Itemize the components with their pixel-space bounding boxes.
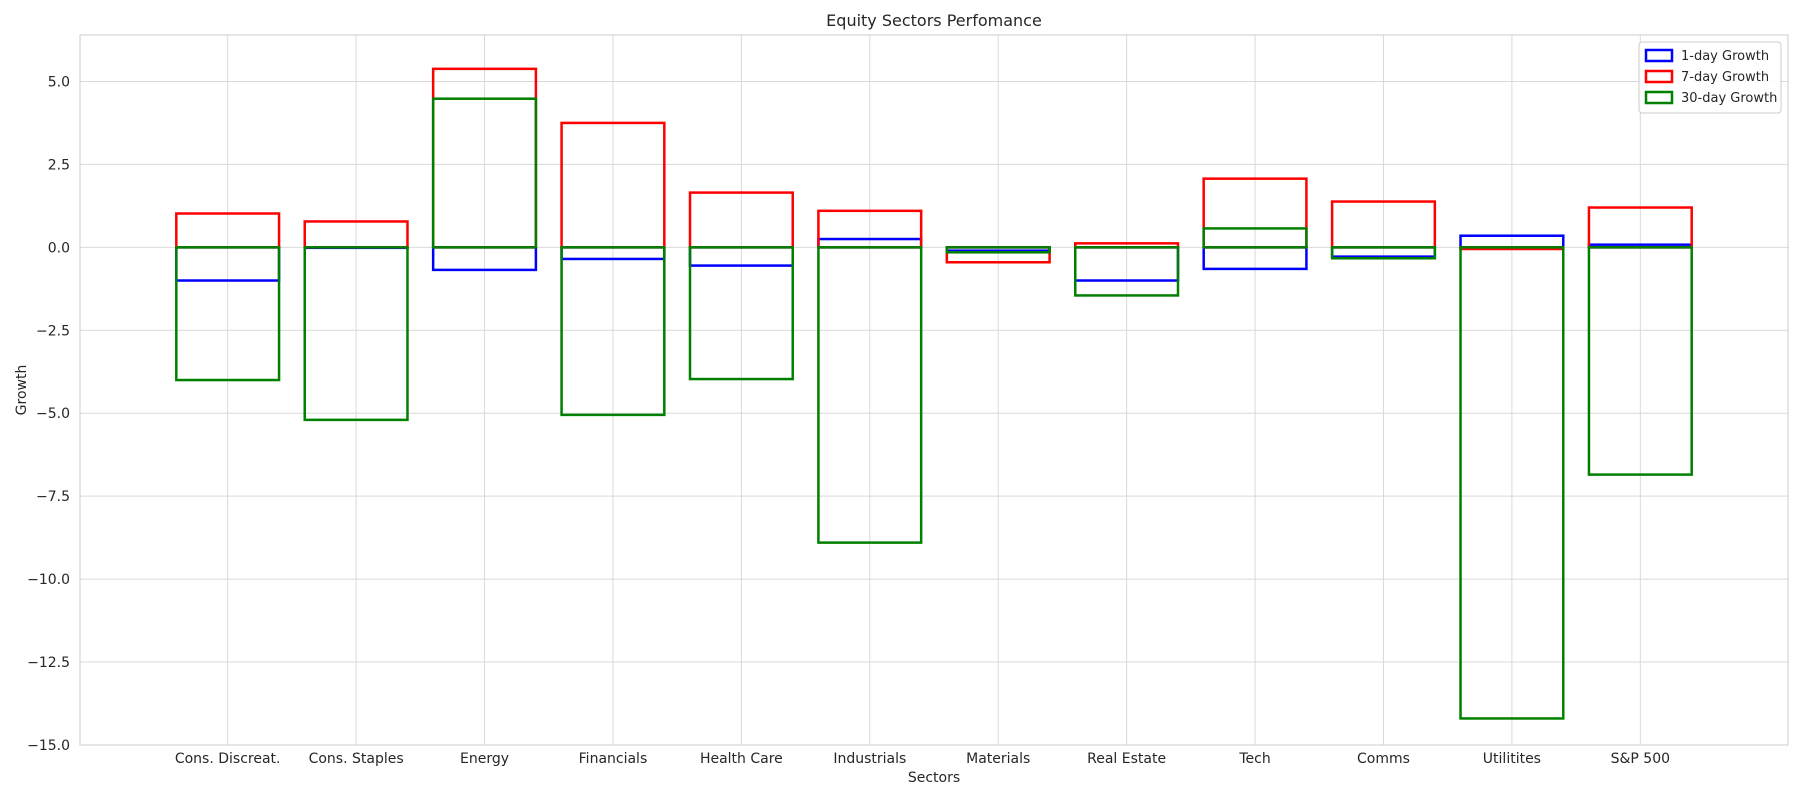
bar-30-day-growth <box>817 246 923 544</box>
x-tick-label: Materials <box>966 751 1030 767</box>
y-tick-label: −2.5 <box>36 323 70 339</box>
y-tick-label: 2.5 <box>48 157 70 173</box>
x-tick-label: Comms <box>1357 751 1410 767</box>
legend-swatch <box>1644 90 1674 105</box>
bars <box>175 67 1693 720</box>
chart-title: Equity Sectors Perfomance <box>826 11 1042 30</box>
legend-swatch <box>1644 48 1674 63</box>
bar-30-day-growth <box>945 246 1051 254</box>
legend-swatch <box>1644 69 1674 84</box>
y-tick-label: −12.5 <box>27 655 70 671</box>
bar-30-day-growth <box>1587 246 1693 476</box>
x-tick-label: Industrials <box>833 751 906 767</box>
y-tick-label: 5.0 <box>48 74 70 90</box>
x-tick-label: S&P 500 <box>1611 751 1670 767</box>
bar-30-day-growth <box>303 246 409 422</box>
y-axis-ticks: 5.0 2.5 0.0 −2.5 −5.0 −7.5 −10.0 −12.5 −15.0 <box>27 74 70 754</box>
y-tick-label: −5.0 <box>36 406 70 422</box>
legend: 1-day Growth 7-day Growth 30-day Growth <box>1638 41 1782 114</box>
y-tick-label: −10.0 <box>27 572 70 588</box>
bar-30-day-growth <box>1459 246 1565 720</box>
x-tick-label: Real Estate <box>1087 751 1166 767</box>
plot-frame <box>79 34 1789 746</box>
axes <box>79 34 1789 746</box>
bar-30-day-growth <box>560 246 666 417</box>
bar-30-day-growth <box>688 246 794 381</box>
bar-30-day-growth <box>1330 246 1437 260</box>
bar-30-day-growth <box>431 97 538 249</box>
x-axis-ticks: Cons. Discreat. Cons. Staples Energy Financ… <box>175 751 1670 767</box>
bar-30-day-growth <box>1074 246 1180 297</box>
legend-box <box>1638 41 1782 114</box>
x-tick-label: Energy <box>460 751 509 767</box>
bar-30-day-growth <box>1202 227 1308 249</box>
y-tick-label: −15.0 <box>27 738 70 754</box>
x-tick-label: Tech <box>1238 751 1270 767</box>
legend-label: 30-day Growth <box>1681 91 1777 106</box>
y-axis-title: Growth <box>14 365 30 416</box>
y-tick-label: −7.5 <box>36 489 70 505</box>
legend-label: 7-day Growth <box>1681 70 1769 85</box>
legend-label: 1-day Growth <box>1681 49 1769 64</box>
x-tick-label: Cons. Discreat. <box>175 751 281 767</box>
x-tick-label: Cons. Staples <box>309 751 404 767</box>
x-tick-label: Utilitites <box>1483 751 1541 767</box>
y-tick-label: 0.0 <box>48 240 70 256</box>
x-tick-label: Financials <box>579 751 648 767</box>
x-tick-label: Health Care <box>700 751 783 767</box>
bar-30-day-growth <box>175 246 281 382</box>
x-axis-title: Sectors <box>908 770 960 786</box>
grid <box>80 35 1788 746</box>
